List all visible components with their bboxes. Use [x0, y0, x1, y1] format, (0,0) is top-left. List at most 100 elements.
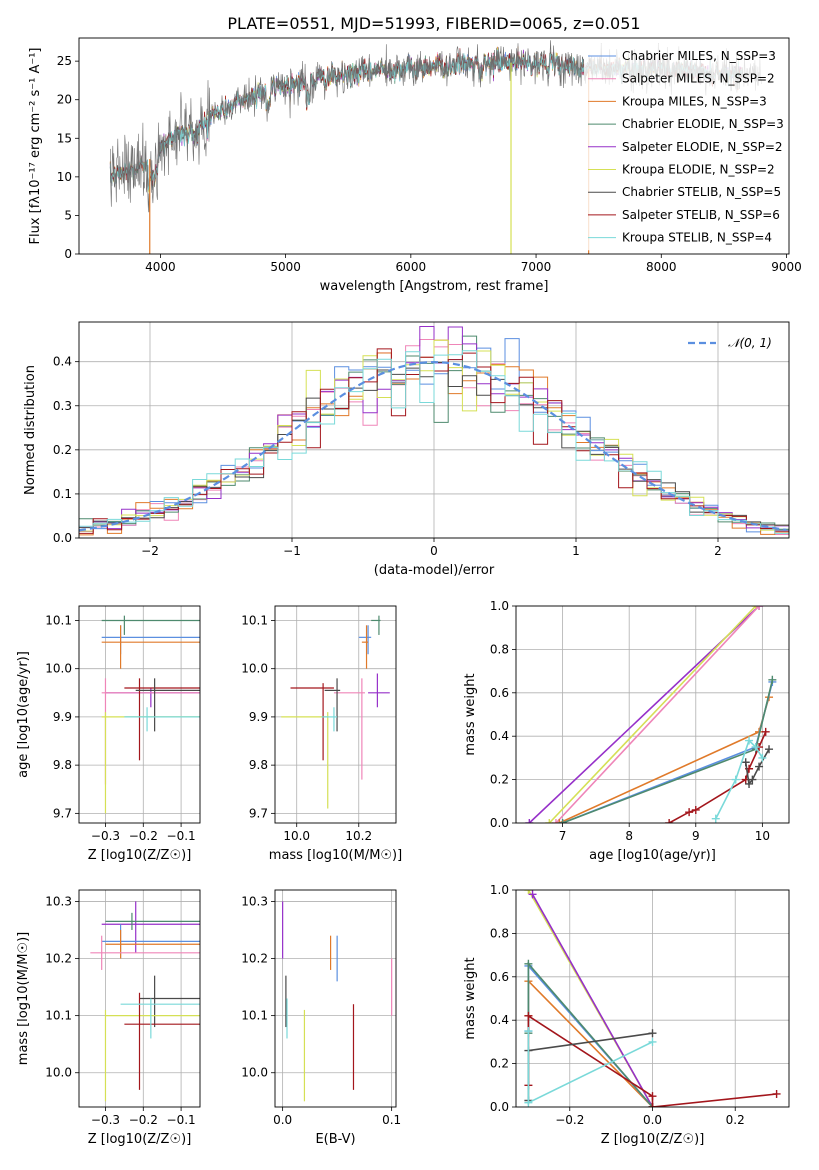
- y-tick-label: 0.3: [53, 399, 72, 413]
- x-axis-label: age [log10(age/yr)]: [589, 848, 716, 863]
- series-marker: [768, 675, 777, 684]
- axes-frame: [515, 889, 790, 1108]
- series-marker: [648, 1103, 657, 1107]
- series-line: [531, 893, 654, 1107]
- plot-area: [101, 615, 200, 814]
- y-axis-label: mass weight: [463, 673, 478, 755]
- x-tick-label: 0.0: [643, 1113, 662, 1127]
- series-marker: [685, 808, 694, 817]
- series-marker: [558, 819, 567, 823]
- y-tick-label: 0.6: [490, 970, 509, 984]
- axes-frame: [78, 605, 201, 824]
- x-tick-label: 10.2: [345, 829, 372, 843]
- figure-title: PLATE=0551, MJD=51993, FIBERID=0065, z=0…: [227, 14, 640, 33]
- y-tick-label: 9.8: [249, 758, 268, 772]
- x-axis-label: wavelength [Angstrom, rest frame]: [320, 279, 549, 294]
- series-marker: [691, 805, 700, 814]
- y-tick-label: 9.9: [53, 710, 72, 724]
- series-marker: [731, 775, 740, 784]
- x-axis-label: Z [log10(Z/Z☉)]: [601, 1132, 705, 1147]
- series-marker: [545, 819, 554, 823]
- axes-frame: [78, 321, 790, 539]
- y-tick-label: 25: [57, 54, 72, 68]
- x-tick-label: 7000: [521, 260, 552, 274]
- x-tick-label: 7: [559, 829, 567, 843]
- x-axis-label: E(B-V): [315, 1132, 355, 1147]
- x-tick-label: 10: [755, 829, 770, 843]
- series-marker: [524, 1098, 533, 1107]
- x-axis-label: mass [log10(M/M☉)]: [269, 848, 402, 863]
- legend-label: 𝒩(0, 1): [728, 336, 772, 350]
- y-axis-label: mass [log10(M/M☉)]: [16, 932, 31, 1065]
- axes-frame: [78, 37, 790, 255]
- series-line: [555, 606, 760, 823]
- series-marker: [648, 1037, 657, 1046]
- series-marker: [555, 819, 564, 823]
- y-tick-label: 10: [57, 170, 72, 184]
- legend-label: Chabrier STELIB, N_SSP=5: [622, 185, 781, 199]
- x-tick-label: −0.2: [555, 1113, 584, 1127]
- plot-area: [524, 890, 781, 1107]
- series-marker: [765, 745, 774, 754]
- x-tick-label: 6000: [396, 260, 427, 274]
- x-tick-label: 2: [714, 544, 722, 558]
- series-marker: [711, 814, 720, 823]
- x-tick-label: 4000: [145, 260, 176, 274]
- y-tick-label: 0.4: [53, 355, 72, 369]
- x-tick-label: 0: [430, 544, 438, 558]
- y-tick-label: 10.0: [241, 662, 268, 676]
- panel-weight-vs-age: 7 8 9 10 0.0 0.2 0.4 0.6 0.8 1.0 age [log10(age/yr…: [463, 599, 790, 863]
- y-tick-label: 15: [57, 131, 72, 145]
- series-marker: [525, 819, 534, 823]
- series-marker: [648, 1092, 657, 1101]
- series-marker: [755, 606, 764, 610]
- legend-label: Chabrier MILES, N_SSP=3: [622, 49, 776, 63]
- plot-area: [282, 901, 393, 1102]
- series-marker: [748, 775, 757, 784]
- y-tick-label: 0.0: [490, 1100, 509, 1114]
- series-marker: [528, 890, 537, 899]
- y-tick-label: 0.2: [490, 1057, 509, 1071]
- x-tick-label: −0.2: [129, 1113, 158, 1127]
- x-tick-label: −1: [283, 544, 301, 558]
- x-tick-label: −0.3: [91, 829, 120, 843]
- axes-frame: [515, 605, 790, 824]
- legend-label: Kroupa ELODIE, N_SSP=2: [622, 163, 775, 177]
- y-tick-label: 10.1: [45, 613, 72, 627]
- y-tick-label: 9.7: [249, 806, 268, 820]
- x-tick-label: −0.1: [167, 829, 196, 843]
- x-tick-label: 8000: [646, 260, 677, 274]
- legend-background: [584, 44, 782, 251]
- x-tick-label: 1: [572, 544, 580, 558]
- x-tick-label: −0.2: [129, 829, 158, 843]
- panel-age-vs-Z: −0.3 −0.2 −0.1 9.7 9.8 9.9 10.0 10.1 Z [log10(Z/…: [16, 605, 201, 863]
- panel-weight-vs-Z: −0.2 0.0 0.2 0.0 0.2 0.4 0.6 0.8 1.0 Z [log10(Z/Z…: [463, 883, 790, 1147]
- y-tick-label: 0.2: [490, 773, 509, 787]
- y-tick-label: 0.1: [53, 487, 72, 501]
- series-marker: [772, 1089, 781, 1098]
- series-line: [548, 606, 757, 823]
- x-tick-label: −2: [141, 544, 159, 558]
- y-axis-label: Flux [fλ10⁻¹⁷ erg cm⁻² s⁻¹ A⁻¹]: [28, 48, 43, 245]
- x-axis-label: Z [log10(Z/Z☉)]: [88, 848, 192, 863]
- plot-area: [79, 326, 789, 538]
- legend-label: Salpeter ELODIE, N_SSP=2: [622, 140, 783, 154]
- y-tick-label: 0.2: [53, 443, 72, 457]
- y-tick-label: 10.2: [241, 952, 268, 966]
- panel-residuals: −2 −1 0 1 2 0.0 0.1 0.2 0.3 0.4 (data-model)/error…: [23, 321, 790, 578]
- y-tick-label: 9.8: [53, 758, 72, 772]
- panel-mass-vs-EBV: 0.0 0.1 10.0 10.1 10.2 10.3 E(B-V): [241, 889, 401, 1147]
- series-marker: [741, 758, 750, 767]
- series-marker: [751, 743, 760, 752]
- series-marker: [755, 762, 764, 771]
- plot-area: [525, 606, 777, 823]
- legend-label: Kroupa MILES, N_SSP=3: [622, 94, 767, 108]
- x-tick-label: 9: [692, 829, 700, 843]
- y-tick-label: 10.0: [45, 1066, 72, 1080]
- series-marker: [745, 736, 754, 745]
- series-marker: [761, 727, 770, 736]
- x-tick-label: −0.1: [167, 1113, 196, 1127]
- legend: 𝒩(0, 1): [688, 336, 772, 350]
- y-tick-label: 10.1: [241, 613, 268, 627]
